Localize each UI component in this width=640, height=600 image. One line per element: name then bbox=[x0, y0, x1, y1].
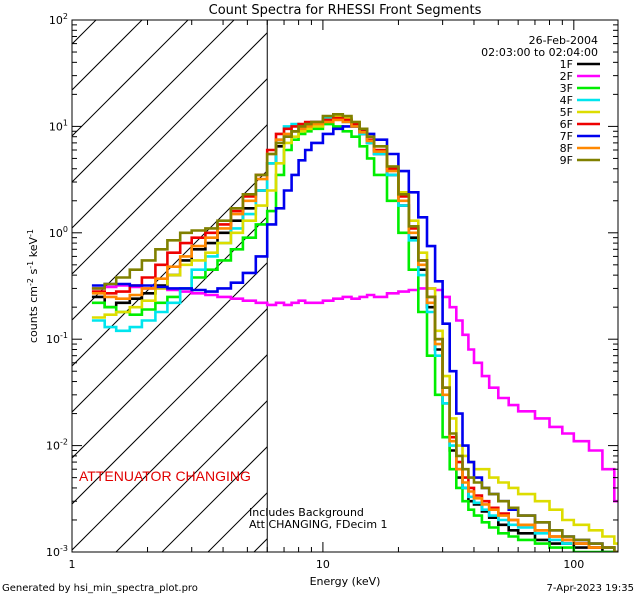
attenuator-hatch-region bbox=[72, 0, 640, 552]
footer-generator-label: Generated by hsi_min_spectra_plot.pro bbox=[2, 583, 198, 594]
hatch-line bbox=[72, 124, 268, 321]
hatch-line bbox=[72, 20, 235, 183]
series-9F bbox=[91, 113, 618, 552]
legend-label-5F: 5F bbox=[560, 106, 573, 119]
attenuator-note: Att CHANGING, FDecim 1 bbox=[249, 518, 388, 531]
y-axis-label: counts cm-2 s-1 keV-1 bbox=[26, 229, 40, 343]
hatch-line bbox=[72, 262, 268, 459]
hatch-line bbox=[72, 78, 268, 275]
hatch-line bbox=[72, 20, 189, 137]
date-label: 26-Feb-2004 bbox=[529, 34, 598, 47]
background-note: Includes Background bbox=[249, 506, 364, 519]
legend-label-2F: 2F bbox=[560, 70, 573, 83]
plot-frame bbox=[71, 19, 619, 553]
series-1F bbox=[91, 114, 618, 552]
series-3F bbox=[91, 122, 618, 552]
hatch-line bbox=[115, 400, 268, 552]
x-tick-label: 10 bbox=[316, 558, 330, 571]
x-tick-label: 100 bbox=[563, 558, 584, 571]
hatch-line bbox=[72, 354, 268, 551]
hatch-line bbox=[72, 32, 268, 229]
y-tick-label: 10-1 bbox=[46, 331, 68, 346]
series-8F bbox=[91, 118, 618, 552]
series-7F bbox=[91, 125, 618, 552]
series-2F bbox=[91, 284, 618, 503]
time-range-label: 02:03:00 to 02:04:00 bbox=[481, 46, 598, 59]
attenuator-changing-label: ATTENUATOR CHANGING bbox=[79, 468, 251, 484]
legend-label-3F: 3F bbox=[560, 82, 573, 95]
chart-title: Count Spectra for RHESSI Front Segments bbox=[209, 3, 482, 18]
y-tick-label: 10-3 bbox=[46, 544, 68, 559]
hatch-line bbox=[300, 0, 640, 552]
legend-label-4F: 4F bbox=[560, 94, 573, 107]
legend-label-6F: 6F bbox=[560, 118, 573, 131]
y-tick-label: 100 bbox=[49, 225, 68, 240]
hatch-line bbox=[72, 170, 268, 367]
hatch-line bbox=[72, 216, 268, 413]
legend-label-7F: 7F bbox=[560, 130, 573, 143]
series-6F bbox=[91, 116, 618, 552]
legend-label-8F: 8F bbox=[560, 142, 573, 155]
hatch-line bbox=[253, 538, 268, 552]
hatch-line bbox=[72, 20, 143, 91]
legend-label-1F: 1F bbox=[560, 58, 573, 71]
y-tick-label: 10-2 bbox=[46, 438, 68, 453]
series-4F bbox=[91, 116, 618, 552]
hatch-line bbox=[161, 446, 268, 552]
hatch-line bbox=[72, 308, 268, 505]
y-tick-label: 101 bbox=[49, 118, 68, 133]
legend-label-9F: 9F bbox=[560, 154, 573, 167]
footer-timestamp: 7-Apr-2023 19:35 bbox=[546, 583, 634, 594]
y-tick-label: 102 bbox=[49, 12, 68, 27]
x-tick-label: 1 bbox=[69, 558, 76, 571]
x-axis-label: Energy (keV) bbox=[310, 575, 381, 588]
